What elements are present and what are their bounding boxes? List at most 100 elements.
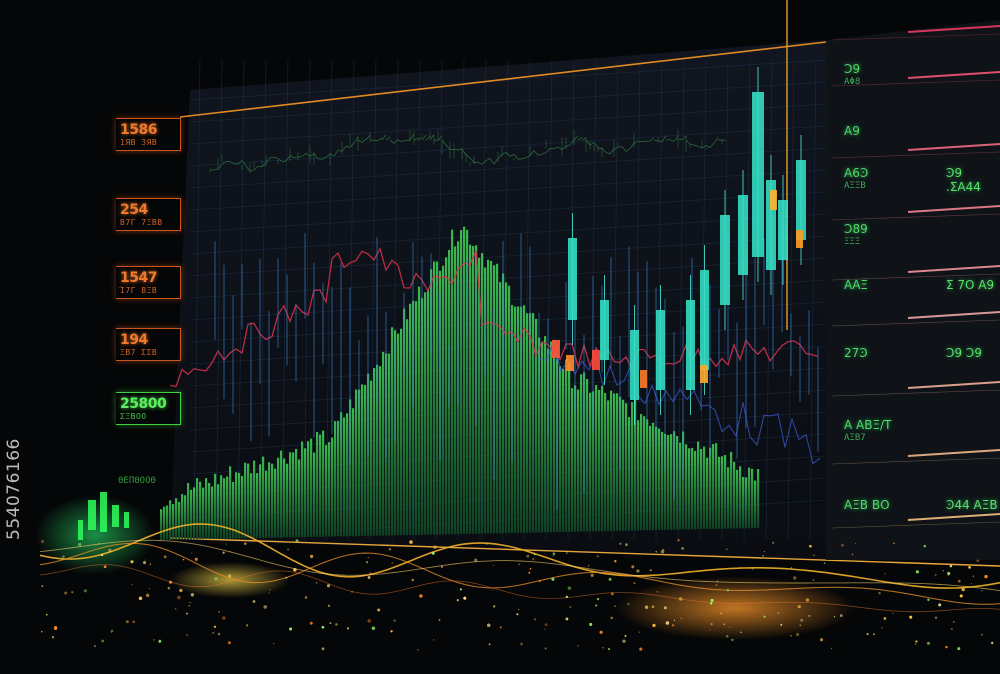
spark [652,623,656,628]
price-segment [661,135,667,143]
volume-bar [277,457,280,538]
volume-bar [322,430,325,537]
volume-bar [640,414,643,531]
candle-body [568,238,577,320]
price-segment [409,133,415,141]
spark [528,571,531,574]
price-segment [553,146,559,150]
volume-bar [541,342,544,533]
spark [793,576,797,580]
spark [391,562,394,564]
spark [194,557,198,561]
spark [304,596,308,599]
volume-bar [607,400,610,532]
volume-bar [229,466,232,539]
volume-bar [517,306,520,533]
volume-bar [436,261,439,535]
price-sub: ΣΞΒΟΟ [120,412,147,421]
spark [529,567,532,570]
volume-bar [643,416,646,531]
volume-bar [379,366,382,536]
readout-sub: ΑΦ8 [844,77,861,87]
spark [532,558,535,561]
price-segment [685,139,691,145]
spark [138,596,143,601]
grid-line [743,59,751,541]
spark [678,597,683,601]
price-segment [697,145,703,149]
spark [565,595,568,598]
volume-bar [325,444,328,537]
spark [53,626,58,631]
grid-line [189,59,827,101]
price-segment [273,156,279,159]
footer-label: ΘΕΠΘΟΟΘ [118,476,156,486]
volume-bar [595,385,598,532]
candle-body-red [592,350,600,370]
volume-bar [241,476,244,539]
price-segment [469,157,475,163]
spark [723,623,726,626]
price-segment [689,143,695,146]
spark [614,559,617,563]
price-segment [345,145,351,148]
volume-bar [586,379,589,532]
volume-bar [406,319,409,536]
volume-bar [736,469,739,529]
spark [938,603,942,607]
grid-line [259,59,267,541]
volume-bar [496,263,499,534]
price-segment [305,153,311,157]
volume-bar [580,374,583,532]
spark [111,631,113,633]
spark [947,572,951,575]
spark [878,591,881,595]
volume-bar [721,456,724,529]
panel-separator [907,311,1000,319]
volume-bar [679,442,682,530]
spark [959,594,963,598]
volume-bar [361,384,364,536]
upper-price-line [209,129,727,174]
spark [957,579,961,583]
price-segment [505,152,511,157]
price-segment [353,136,359,144]
candle-body-red [566,355,574,371]
volume-bar [253,460,256,539]
price-segment [485,158,491,162]
spark [45,613,48,616]
price-segment [385,136,391,141]
spark [729,626,731,628]
volume-bar [208,483,211,540]
spark [809,544,812,548]
candle-body-red [640,370,647,388]
spark [367,556,370,559]
spark [169,580,173,584]
volume-bar [676,436,679,530]
spark [883,617,887,620]
volume-bar [217,484,220,539]
volume-bar [424,292,427,535]
spark [709,629,711,631]
spark [273,642,275,645]
volume-bar [661,431,664,530]
spark [957,647,961,651]
spark [419,594,423,598]
spark [596,555,599,558]
price-segment [265,157,271,163]
price-segment [441,139,447,146]
price-segment [413,137,419,141]
price-segment [245,165,251,172]
volume-bar [382,351,385,536]
volume-bar [373,368,376,536]
panel-separator [907,143,1000,151]
spark [808,614,811,617]
grid-line [215,59,223,541]
volume-bar [601,385,604,532]
spark [660,549,665,554]
volume-bar [184,495,187,540]
volume-bar [748,467,751,529]
volume-bar [664,433,667,530]
spark [182,558,185,561]
spark [491,589,494,591]
